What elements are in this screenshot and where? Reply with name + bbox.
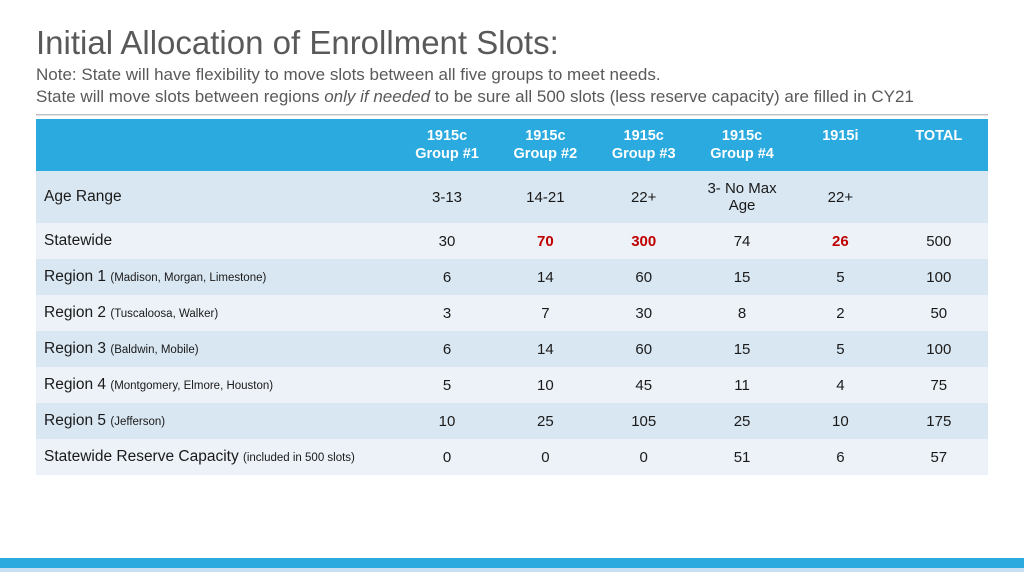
- col-header: 1915cGroup #4: [693, 119, 791, 171]
- title-divider: [36, 114, 988, 115]
- table-row: Region 5 (Jefferson)10251052510175: [36, 403, 988, 439]
- table-row: Region 4 (Montgomery, Elmore, Houston)51…: [36, 367, 988, 403]
- table-cell: 15: [693, 259, 791, 295]
- table-cell: 5: [398, 367, 496, 403]
- table-cell: 100: [890, 331, 988, 367]
- table-cell: 30: [398, 223, 496, 259]
- table-cell: 6: [791, 439, 889, 475]
- table-cell: 14: [496, 331, 594, 367]
- row-label: Region 2 (Tuscaloosa, Walker): [36, 295, 398, 331]
- table-cell: 500: [890, 223, 988, 259]
- table-cell: 0: [496, 439, 594, 475]
- col-header: 1915cGroup #3: [595, 119, 693, 171]
- table-row: Statewide Reserve Capacity (included in …: [36, 439, 988, 475]
- footer-bar-thin: [0, 568, 1024, 572]
- table-cell: 105: [595, 403, 693, 439]
- table-cell: 8: [693, 295, 791, 331]
- table-cell: 25: [496, 403, 594, 439]
- footer-bar-main: [0, 558, 1024, 568]
- table-cell: 50: [890, 295, 988, 331]
- table-cell: 60: [595, 259, 693, 295]
- table-cell: 11: [693, 367, 791, 403]
- col-header: [36, 119, 398, 171]
- table-cell: 30: [595, 295, 693, 331]
- slide-footer-bar: [0, 558, 1024, 576]
- table-cell: 26: [791, 223, 889, 259]
- note-line-2: State will move slots between regions on…: [36, 86, 988, 108]
- col-header: 1915cGroup #1: [398, 119, 496, 171]
- table-row: Region 1 (Madison, Morgan, Limestone)614…: [36, 259, 988, 295]
- table-cell: 14-21: [496, 171, 594, 223]
- row-label: Statewide Reserve Capacity (included in …: [36, 439, 398, 475]
- table-cell: 0: [398, 439, 496, 475]
- table-cell: 45: [595, 367, 693, 403]
- table-cell: 4: [791, 367, 889, 403]
- table-row: Region 2 (Tuscaloosa, Walker)37308250: [36, 295, 988, 331]
- table-cell: 75: [890, 367, 988, 403]
- page-title: Initial Allocation of Enrollment Slots:: [36, 24, 988, 62]
- note-2-pre: State will move slots between regions: [36, 87, 324, 106]
- table-cell: 15: [693, 331, 791, 367]
- table-cell: 14: [496, 259, 594, 295]
- table-cell: 57: [890, 439, 988, 475]
- col-header: TOTAL: [890, 119, 988, 171]
- table-cell: 0: [595, 439, 693, 475]
- row-label: Statewide: [36, 223, 398, 259]
- table-cell: 74: [693, 223, 791, 259]
- table-row: Region 3 (Baldwin, Mobile)61460155100: [36, 331, 988, 367]
- table-cell: 6: [398, 331, 496, 367]
- table-cell: 10: [496, 367, 594, 403]
- col-header: 1915i: [791, 119, 889, 171]
- col-header: 1915cGroup #2: [496, 119, 594, 171]
- table-cell: 3: [398, 295, 496, 331]
- table-cell: 5: [791, 331, 889, 367]
- table-cell: 5: [791, 259, 889, 295]
- allocation-table: 1915cGroup #1 1915cGroup #2 1915cGroup #…: [36, 119, 988, 475]
- table-cell: 51: [693, 439, 791, 475]
- table-row: Statewide30703007426500: [36, 223, 988, 259]
- table-cell: 25: [693, 403, 791, 439]
- slide-content: Initial Allocation of Enrollment Slots: …: [0, 0, 1024, 475]
- table-cell: 60: [595, 331, 693, 367]
- table-cell: 175: [890, 403, 988, 439]
- note-line-1: Note: State will have flexibility to mov…: [36, 64, 988, 86]
- table-cell: 7: [496, 295, 594, 331]
- table-header-row: 1915cGroup #1 1915cGroup #2 1915cGroup #…: [36, 119, 988, 171]
- table-cell: 3-13: [398, 171, 496, 223]
- row-label: Age Range: [36, 171, 398, 223]
- table-cell: 2: [791, 295, 889, 331]
- row-label: Region 4 (Montgomery, Elmore, Houston): [36, 367, 398, 403]
- table-body: Age Range3-1314-2122+3- No Max Age22+Sta…: [36, 171, 988, 475]
- table-cell: 22+: [791, 171, 889, 223]
- row-label: Region 1 (Madison, Morgan, Limestone): [36, 259, 398, 295]
- table-cell: 10: [791, 403, 889, 439]
- table-cell: 22+: [595, 171, 693, 223]
- row-label: Region 5 (Jefferson): [36, 403, 398, 439]
- row-label: Region 3 (Baldwin, Mobile): [36, 331, 398, 367]
- table-row: Age Range3-1314-2122+3- No Max Age22+: [36, 171, 988, 223]
- table-cell: [890, 171, 988, 223]
- note-2-post: to be sure all 500 slots (less reserve c…: [430, 87, 914, 106]
- table-cell: 6: [398, 259, 496, 295]
- table-cell: 300: [595, 223, 693, 259]
- table-cell: 3- No Max Age: [693, 171, 791, 223]
- table-cell: 100: [890, 259, 988, 295]
- table-cell: 10: [398, 403, 496, 439]
- note-2-em: only if needed: [324, 87, 430, 106]
- table-cell: 70: [496, 223, 594, 259]
